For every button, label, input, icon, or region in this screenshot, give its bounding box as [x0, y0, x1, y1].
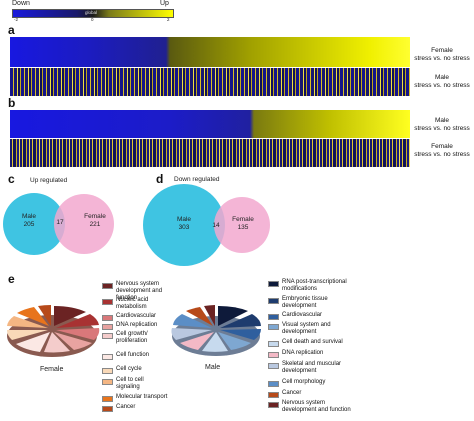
male-legend-item-10: Nervous system development and function — [268, 400, 358, 414]
legend-swatch — [102, 395, 113, 402]
venn-up-male-circle — [3, 193, 65, 255]
female-legend-item-7: Cell cycle — [102, 366, 174, 374]
heatmap-a-row-1 — [10, 37, 410, 67]
female-pie-slice-10 — [38, 305, 51, 326]
venn-down-male-label: Male 303 — [176, 216, 192, 231]
male-legend-item-1: RNA post-transcriptional modifications — [268, 279, 350, 293]
panel-a-letter: a — [8, 23, 15, 37]
female-legend-item-9: Molecular transport — [102, 394, 174, 402]
legend-swatch — [268, 391, 279, 398]
venn-up — [3, 193, 114, 255]
scale-tick-0: -2 — [14, 17, 19, 22]
female-pie-chart — [6, 305, 100, 357]
venn-down-female-circle — [214, 197, 270, 253]
female-pie-slice-7 — [6, 330, 49, 340]
legend-swatch — [102, 314, 113, 321]
male-legend-item-4: Visual system and development — [268, 322, 340, 336]
male-pie-slice-1 — [218, 305, 248, 326]
venn-up-overlap-label: 17 — [56, 219, 64, 226]
panel-b-letter: b — [8, 96, 16, 110]
heatmap-a-row-2 — [10, 68, 410, 96]
female-legend-item-8: Cell to cell signaling — [102, 377, 162, 391]
panel-c-title: Up regulated — [30, 177, 68, 184]
male-pie-label: Male — [205, 364, 221, 371]
legend-swatch — [268, 401, 279, 408]
female-legend-item-5: Cell growth/ proliferation — [102, 331, 162, 345]
female-legend-item-2: Nucleic acid metabolism — [102, 297, 174, 311]
male-legend-item-3: Cardiovascular — [268, 312, 340, 320]
legend-swatch — [268, 351, 279, 358]
scale-low-label: Down — [12, 0, 30, 7]
female-legend-item-10: Cancer — [102, 404, 174, 412]
female-legend-item-4: DNA replication — [102, 322, 174, 330]
scale-high-label: Up — [160, 0, 169, 7]
legend-swatch — [268, 280, 279, 287]
male-legend-item-5: Cell death and survival — [268, 339, 348, 347]
venn-down-overlap-label: 14 — [212, 222, 220, 229]
legend-swatch — [102, 367, 113, 374]
male-pie-slice-7 — [171, 328, 212, 340]
venn-up-female-label: Female 221 — [84, 213, 106, 228]
female-legend-item-3: Cardiovascular — [102, 313, 174, 321]
panel-b-row-2-label: Female stress vs. no stress — [414, 143, 470, 158]
male-pie-slice-8 — [173, 314, 212, 328]
legend-swatch — [102, 405, 113, 412]
venn-down — [143, 184, 270, 266]
panel-b-row-1-label: Male stress vs. no stress — [414, 117, 470, 132]
male-legend-item-7: Skeletal and muscular development — [268, 361, 348, 375]
scale-center-label: global — [85, 10, 98, 15]
male-pie-slice-5 — [202, 332, 228, 352]
heatmap-b-row-2 — [10, 139, 410, 167]
male-pie-slice-2 — [220, 314, 261, 328]
panel-c-letter: c — [8, 172, 15, 186]
scale-gradient-bar — [12, 9, 174, 18]
male-pie-slice-9 — [186, 307, 213, 326]
male-pie-slice-4 — [218, 332, 251, 350]
scale-tick-1: 0 — [91, 17, 94, 22]
venn-up-female-circle — [54, 194, 114, 254]
female-pie-slice-8 — [7, 316, 48, 328]
male-legend-item-9: Cancer — [268, 390, 348, 398]
legend-swatch — [268, 380, 279, 387]
female-legend-item-1: Nervous system development and function — [102, 281, 174, 302]
legend-swatch — [268, 297, 279, 304]
male-legend-item-6: DNA replication — [268, 350, 348, 358]
panel-e-letter: e — [8, 272, 15, 286]
legend-swatch — [102, 323, 113, 330]
panel-a-row-2-label: Male stress vs. no stress — [414, 74, 470, 89]
legend-swatch — [102, 332, 113, 339]
venn-up-male-label: Male 205 — [21, 213, 37, 228]
female-legend-item-6: Cell function — [102, 352, 174, 360]
female-pie-slice-6 — [16, 332, 50, 352]
legend-swatch — [268, 340, 279, 347]
legend-swatch — [268, 362, 279, 369]
male-legend-item-8: Cell morphology — [268, 379, 348, 387]
female-pie-slice-3 — [56, 328, 100, 340]
legend-swatch — [102, 378, 113, 385]
male-pie-slice-3 — [220, 329, 262, 340]
female-pie-slice-1 — [54, 305, 86, 326]
legend-swatch — [102, 282, 113, 289]
venn-down-female-label: Female 135 — [232, 216, 254, 231]
legend-swatch — [102, 353, 113, 360]
panel-a-row-1-label: Female stress vs. no stress — [414, 47, 470, 62]
male-pie-slice-10 — [204, 305, 215, 326]
female-pie-slice-2 — [56, 314, 99, 328]
female-pie-slice-4 — [54, 332, 92, 350]
legend-swatch — [268, 323, 279, 330]
heatmap-b-row-1 — [10, 110, 410, 138]
male-legend-item-2: Embryonic tissue development — [268, 296, 340, 310]
venn-down-male-circle — [143, 184, 225, 266]
scale-tick-2: 2 — [167, 17, 170, 22]
legend-swatch — [102, 298, 113, 305]
panel-d-letter: d — [156, 172, 164, 186]
male-pie-chart — [171, 305, 262, 356]
male-pie-slice-6 — [180, 332, 214, 350]
legend-swatch — [268, 313, 279, 320]
female-pie-slice-5 — [44, 332, 70, 353]
female-pie-label: Female — [40, 366, 64, 373]
female-pie-slice-9 — [17, 307, 49, 326]
panel-d-title: Down regulated — [174, 176, 220, 183]
